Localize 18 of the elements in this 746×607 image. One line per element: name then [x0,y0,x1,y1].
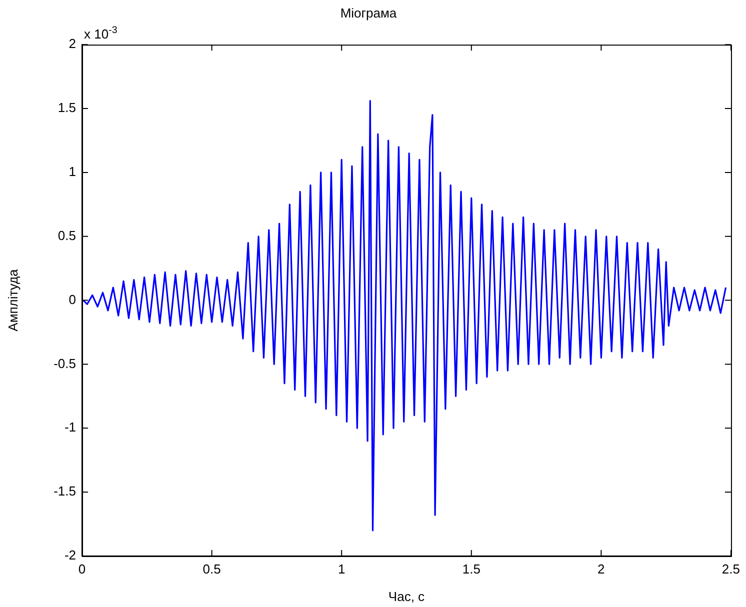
y-tick-label: -1.5 [54,484,76,499]
y-tick-label: 2 [68,36,76,52]
x-tick-label: 0 [78,561,86,576]
x-tick-label: 1.5 [462,561,480,576]
x-axis-title: Час, с [388,588,426,604]
chart-title: Міограма [340,5,398,20]
x-tick-label: 2.5 [722,561,740,576]
x-tick-label: 0.5 [202,561,221,576]
x-tick-label: 2 [598,561,605,576]
y-tick-label: 1 [68,164,76,180]
y-tick-label: -2 [64,548,76,563]
y-axis-title: Амплітуда [5,268,20,332]
x-tick-label: 1 [338,561,346,576]
y-tick-label: -0.5 [54,356,76,371]
y-tick-label: 0.5 [58,228,76,243]
y-tick-label: -1 [64,420,76,435]
y-tick-label: 0 [68,292,76,307]
y-tick-label: 1.5 [58,100,76,116]
